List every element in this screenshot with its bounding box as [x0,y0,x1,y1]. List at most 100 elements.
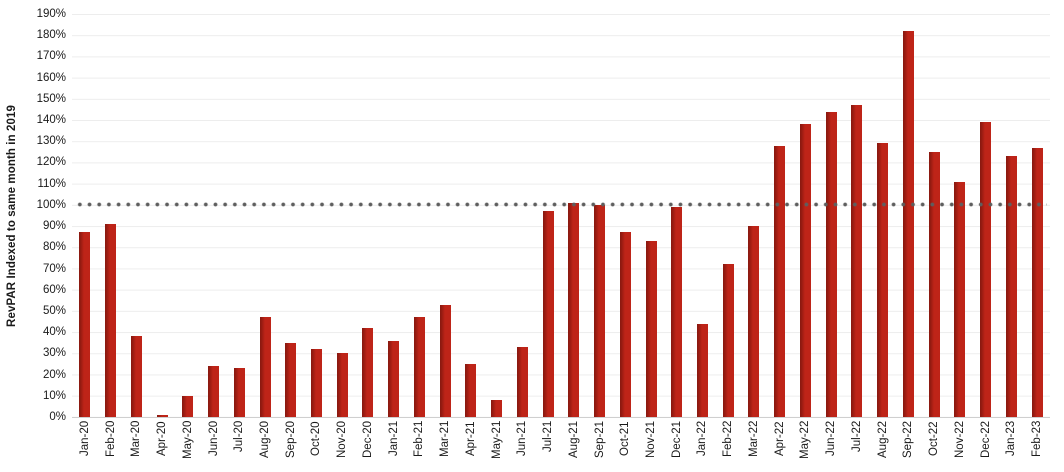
x-axis-label: Jan-21 [387,421,400,457]
bar-slot [1024,14,1050,417]
x-axis-label: Aug-22 [876,421,889,459]
bar-Mar-21 [439,304,451,417]
bar-Jun-20 [208,366,220,417]
x-axis-tick-labels: Jan-20 Feb-20 Mar-20 Apr-20 May-20 Jun-20 Jul-… [72,421,1050,471]
x-axis-label-slot: Jan-22 [690,421,716,471]
x-axis-label-slot: Oct-21 [612,421,638,471]
x-axis-label: Nov-22 [953,421,966,459]
x-axis-label: Sep-22 [902,421,915,459]
bar-slot [818,14,844,417]
x-axis-label: Mar-22 [747,421,760,458]
x-axis-label-slot: Aug-22 [870,421,896,471]
bar-Aug-22 [877,143,889,417]
y-axis-tick-labels: 0% 10% 20% 30% 40% 50% 60% 70% 80% 90% 100% 110% 120… [0,8,66,423]
x-axis-label-slot: Sep-20 [278,421,304,471]
x-axis-label-slot: Nov-20 [329,421,355,471]
x-axis-label: Jun-20 [207,421,220,457]
bar-Oct-22 [928,151,940,417]
x-axis-label-slot: Jul-20 [226,421,252,471]
x-axis-label-slot: Aug-21 [561,421,587,471]
x-axis-label: Sep-21 [593,421,606,459]
y-axis-tick-label: 10% [42,389,66,402]
x-axis-label-slot: Jan-23 [998,421,1024,471]
bar-May-22 [799,124,811,417]
bar-Dec-21 [671,207,683,417]
x-axis-label: Feb-21 [413,421,426,458]
bar-Mar-22 [748,226,760,417]
x-axis-label: Apr-20 [156,421,169,456]
bar-slot [484,14,510,417]
x-axis-label-slot: Dec-20 [355,421,381,471]
y-axis-tick-label: 40% [42,326,66,339]
bar-Apr-20 [156,414,168,417]
x-axis-label-slot: Dec-21 [664,421,690,471]
bar-Sep-22 [902,30,914,417]
x-axis-label-slot: Apr-20 [149,421,175,471]
y-axis-tick-label: 180% [36,29,66,42]
x-axis-label: Jul-22 [850,421,863,453]
bar-slot [715,14,741,417]
y-axis-tick-label: 30% [42,347,66,360]
bar-May-20 [182,395,194,417]
x-axis-label: Jan-22 [696,421,709,457]
bar-Jun-22 [825,111,837,417]
y-axis-tick-label: 80% [42,241,66,254]
x-axis-label-slot: Jul-21 [535,421,561,471]
x-axis-label-slot: Mar-21 [432,421,458,471]
bar-slot [175,14,201,417]
bar-Oct-20 [310,349,322,417]
x-axis-label: Aug-20 [259,421,271,459]
x-axis-label-slot: Feb-20 [98,421,124,471]
bar-slot [587,14,613,417]
bar-Mar-20 [130,336,142,417]
x-axis-label-slot: May-22 [793,421,819,471]
bar-slot [535,14,561,417]
bar-slot [458,14,484,417]
bar-Feb-23 [1031,147,1043,417]
bar-Dec-20 [362,327,374,417]
y-axis-tick-label: 160% [36,71,66,84]
bar-Dec-22 [980,122,992,417]
x-axis-label-slot: Nov-21 [638,421,664,471]
x-axis-label-slot: Feb-21 [407,421,433,471]
x-axis-label-slot: Jul-22 [844,421,870,471]
y-axis-tick-label: 60% [42,283,66,296]
x-axis-label-slot: Feb-22 [715,421,741,471]
x-axis-label-slot: Mar-22 [741,421,767,471]
x-axis-label: Jan-20 [78,421,91,457]
x-axis-label-slot: Dec-22 [973,421,999,471]
x-axis-label-slot: Aug-20 [252,421,278,471]
y-axis-tick-label: 50% [42,304,66,317]
x-axis-label-slot: Jun-20 [201,421,227,471]
y-axis-tick-label: 0% [49,411,66,423]
bar-slot [870,14,896,417]
x-axis-label: Feb-22 [722,421,735,458]
x-axis-label: Jul-21 [542,421,555,453]
x-axis-label: Jan-23 [1005,421,1018,457]
bar-Jan-20 [79,232,91,417]
x-axis-label-slot: Mar-20 [123,421,149,471]
bar-Jan-23 [1005,156,1017,417]
x-axis-label-slot: Jan-21 [381,421,407,471]
bar-slot [998,14,1024,417]
y-axis-tick-label: 70% [42,262,66,275]
x-axis-label: May-21 [490,421,503,460]
x-axis-label: Jun-22 [825,421,838,457]
bar-slot [690,14,716,417]
x-axis-label: Feb-23 [1031,421,1044,458]
bar-slot [509,14,535,417]
plot-area [72,14,1050,418]
y-axis-tick-label: 20% [42,368,66,381]
x-axis-label: Apr-22 [773,421,786,456]
bar-slot [973,14,999,417]
x-axis-label: Oct-22 [928,421,941,456]
bar-Oct-21 [619,232,631,417]
bar-slot [355,14,381,417]
bar-Jan-21 [388,340,400,417]
bar-Feb-20 [105,223,117,417]
bar-slot [432,14,458,417]
x-axis-label-slot: Jun-21 [509,421,535,471]
y-axis-tick-label: 90% [42,220,66,233]
bar-Jul-20 [233,368,245,417]
y-axis-tick-label: 110% [37,177,66,190]
